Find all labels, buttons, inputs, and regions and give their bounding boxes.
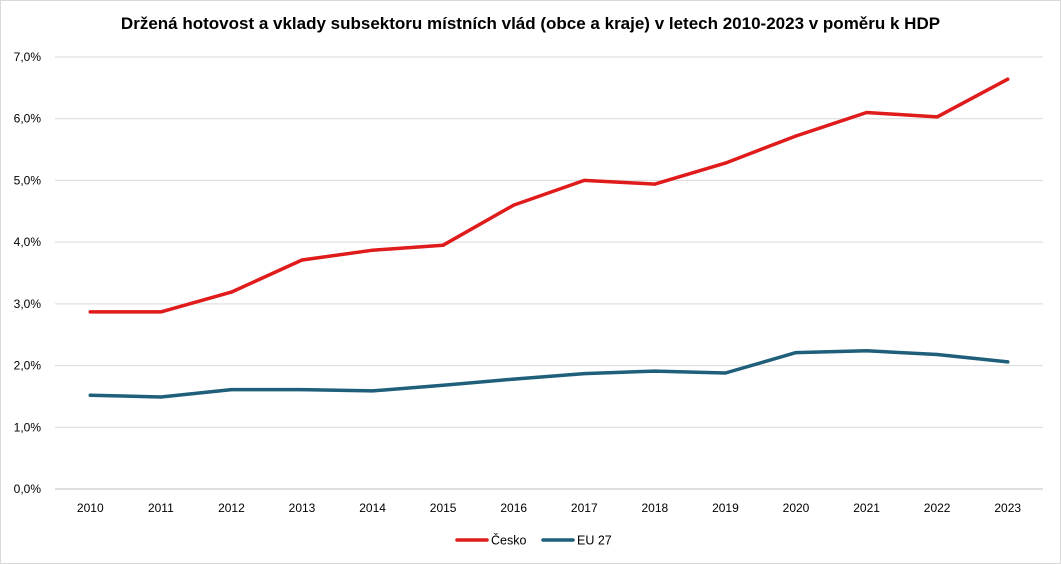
data-point <box>441 243 445 247</box>
data-point <box>88 393 92 397</box>
y-tick-label: 6,0% <box>14 112 42 126</box>
y-axis-ticks: 0,0% 1,0% 2,0% 3,0% 4,0% 5,0% 6,0% 7,0% <box>14 50 42 496</box>
legend-label: Česko <box>491 533 526 548</box>
data-point <box>864 349 869 353</box>
x-axis-ticks: 2010 2011 2012 2013 2014 2015 2016 2017 2018 2019… <box>77 501 1021 515</box>
x-tick-label: 2021 <box>853 501 880 515</box>
data-point <box>935 115 939 119</box>
data-point <box>723 371 728 375</box>
legend: Česko EU 27 <box>455 533 612 548</box>
x-tick-label: 2017 <box>571 501 598 515</box>
y-tick-label: 2,0% <box>14 359 42 373</box>
data-point <box>229 290 234 294</box>
data-point <box>88 310 92 314</box>
x-tick-label: 2013 <box>289 501 316 515</box>
data-point <box>512 377 516 381</box>
data-point <box>370 389 375 393</box>
legend-label: EU 27 <box>577 534 612 548</box>
data-point <box>370 248 375 252</box>
data-point <box>159 395 163 399</box>
data-point <box>1006 360 1010 364</box>
data-point <box>441 383 445 387</box>
y-tick-label: 7,0% <box>14 50 42 64</box>
data-point <box>794 351 798 355</box>
data-point <box>794 134 798 138</box>
x-tick-label: 2023 <box>994 501 1021 515</box>
data-point <box>935 352 939 357</box>
series-line-1 <box>88 349 1010 399</box>
chart-title: Držená hotovost a vklady subsektoru míst… <box>120 14 941 33</box>
y-tick-label: 0,0% <box>14 482 42 496</box>
x-tick-label: 2010 <box>77 501 104 515</box>
y-tick-label: 4,0% <box>14 235 42 249</box>
y-tick-label: 5,0% <box>14 173 42 187</box>
x-tick-label: 2022 <box>924 501 951 515</box>
data-point <box>159 310 163 314</box>
grid-lines <box>55 56 1043 490</box>
x-tick-label: 2012 <box>218 501 245 515</box>
data-point <box>300 258 304 262</box>
data-point <box>229 388 234 392</box>
data-point <box>653 182 657 186</box>
data-point <box>864 110 869 115</box>
data-point <box>582 371 586 376</box>
data-point <box>653 369 657 373</box>
series-line-0 <box>88 77 1010 314</box>
data-point <box>723 161 728 165</box>
x-tick-label: 2018 <box>642 501 669 515</box>
x-tick-label: 2014 <box>359 501 386 515</box>
x-tick-label: 2011 <box>148 501 174 515</box>
x-tick-label: 2019 <box>712 501 739 515</box>
x-tick-label: 2020 <box>783 501 810 515</box>
x-tick-label: 2015 <box>430 501 457 515</box>
data-point <box>300 388 304 392</box>
series-lines <box>88 77 1010 399</box>
data-point <box>582 178 586 183</box>
data-point <box>1006 77 1010 81</box>
y-tick-label: 3,0% <box>14 297 42 311</box>
y-tick-label: 1,0% <box>14 420 42 434</box>
data-point <box>512 203 516 207</box>
x-tick-label: 2016 <box>500 501 527 515</box>
